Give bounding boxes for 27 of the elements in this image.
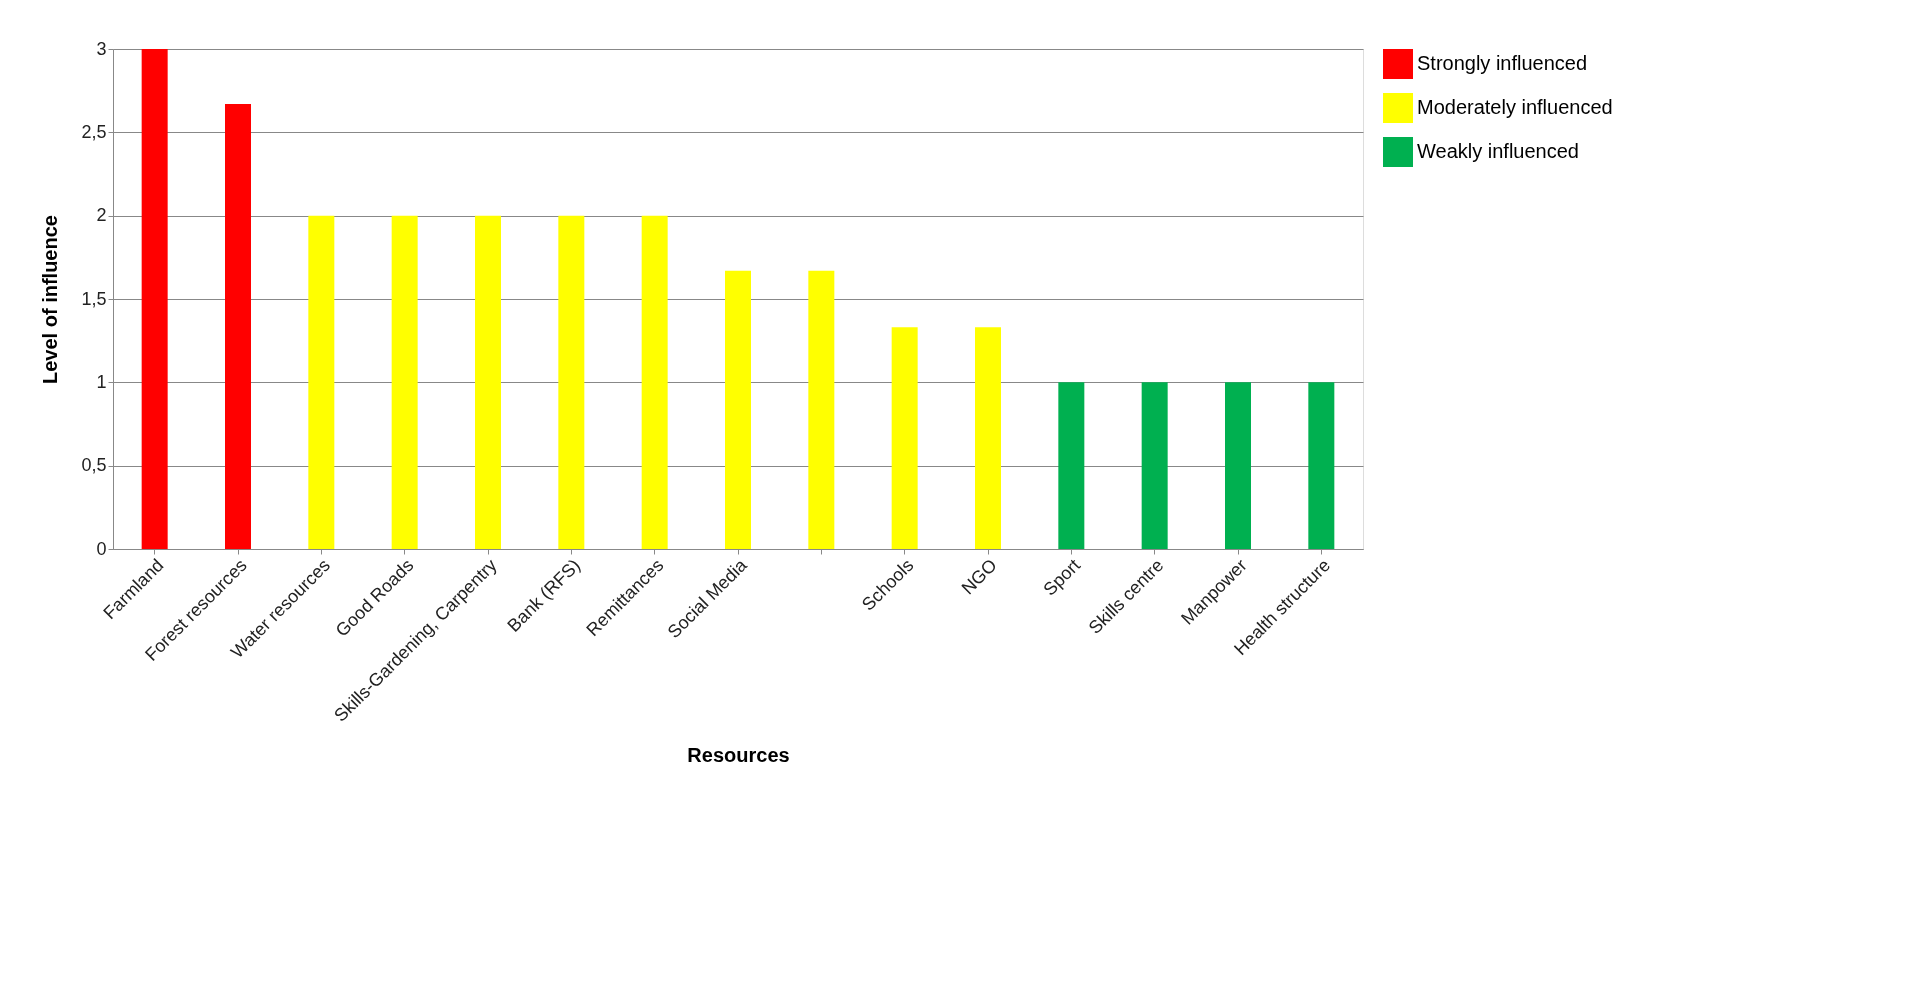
legend-label: Strongly influenced: [1417, 52, 1588, 74]
y-tick-label: 3: [96, 38, 107, 59]
legend-label: Moderately influenced: [1417, 96, 1613, 118]
bar: [475, 215, 501, 549]
bar: [225, 104, 251, 549]
y-tick-label: 0,5: [81, 455, 107, 476]
legend-label: Weakly influenced: [1417, 140, 1579, 162]
y-tick-label: 2: [96, 205, 107, 226]
bar: [1058, 382, 1085, 549]
bar: [391, 215, 418, 549]
y-tick-label: 0: [96, 538, 107, 559]
bar: [1308, 382, 1335, 549]
bar: [891, 327, 918, 549]
bar: [1141, 382, 1168, 549]
bar: [975, 327, 1001, 549]
bar: [141, 49, 168, 549]
bar: [641, 215, 668, 549]
y-tick-label: 1: [96, 371, 107, 392]
y-tick-label: 2,5: [81, 121, 107, 142]
bar: [725, 270, 751, 549]
bar: [808, 270, 835, 549]
y-tick-label: 1,5: [81, 288, 107, 309]
y-axis-title: Level of influence: [39, 215, 62, 384]
x-axis-title: Resources: [687, 743, 790, 766]
bar: [308, 215, 335, 549]
bar: [558, 215, 585, 549]
bar: [1225, 382, 1251, 549]
